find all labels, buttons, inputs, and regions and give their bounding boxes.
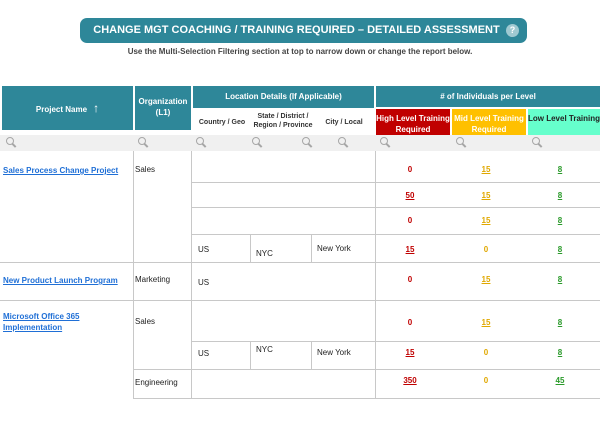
search-icon[interactable] bbox=[252, 137, 262, 147]
column-header-low-level[interactable]: Low Level Training Required bbox=[528, 109, 600, 139]
row-divider bbox=[191, 234, 600, 235]
country-cell: US bbox=[198, 278, 210, 287]
high-count: 0 bbox=[407, 318, 413, 327]
high-count: 0 bbox=[407, 216, 413, 225]
mid-count[interactable]: 15 bbox=[481, 216, 491, 225]
high-count[interactable]: 50 bbox=[405, 191, 415, 200]
row-divider bbox=[133, 398, 600, 399]
row-divider bbox=[191, 207, 600, 208]
low-count[interactable]: 45 bbox=[555, 376, 565, 385]
divider bbox=[311, 234, 312, 262]
country-cell: US bbox=[198, 245, 210, 254]
divider bbox=[375, 151, 376, 398]
mid-count[interactable]: 15 bbox=[481, 318, 491, 327]
organization-cell: Engineering bbox=[135, 378, 178, 387]
project-link[interactable]: Sales Process Change Project bbox=[3, 166, 119, 175]
low-count[interactable]: 8 bbox=[557, 216, 563, 225]
column-header-state[interactable]: State / District / Region / Province bbox=[253, 113, 313, 129]
divider bbox=[250, 234, 251, 262]
divider bbox=[191, 151, 192, 398]
low-count[interactable]: 8 bbox=[557, 318, 563, 327]
high-count: 0 bbox=[407, 275, 413, 284]
column-header-individuals: # of Individuals per Level bbox=[376, 86, 600, 107]
report-subtitle: Use the Multi-Selection Filtering sectio… bbox=[127, 47, 473, 56]
project-link[interactable]: New Product Launch Program bbox=[3, 276, 118, 285]
state-cell: NYC bbox=[256, 249, 273, 258]
help-icon[interactable]: ? bbox=[506, 24, 519, 37]
mid-count[interactable]: 15 bbox=[481, 165, 491, 174]
city-cell: New York bbox=[317, 244, 351, 253]
row-divider bbox=[191, 341, 600, 342]
organization-cell: Sales bbox=[135, 317, 156, 326]
mid-count: 0 bbox=[483, 245, 489, 254]
search-icon[interactable] bbox=[456, 137, 466, 147]
sort-ascending-icon[interactable]: ↑ bbox=[93, 101, 100, 115]
high-count: 0 bbox=[407, 165, 413, 174]
column-header-organization[interactable]: Organization (L1) bbox=[135, 86, 191, 130]
mid-count: 0 bbox=[483, 348, 489, 357]
country-cell: US bbox=[198, 349, 210, 358]
column-header-location-details: Location Details (If Applicable) bbox=[193, 86, 374, 108]
project-link[interactable]: Microsoft Office 365 Implementation bbox=[3, 312, 80, 332]
high-count[interactable]: 15 bbox=[405, 348, 415, 357]
mid-count: 0 bbox=[483, 376, 489, 385]
high-count[interactable]: 350 bbox=[403, 376, 417, 385]
divider bbox=[133, 151, 134, 398]
mid-count[interactable]: 15 bbox=[481, 191, 491, 200]
report-title-bar: CHANGE MGT COACHING / TRAINING REQUIRED … bbox=[80, 18, 527, 61]
low-count[interactable]: 8 bbox=[557, 348, 563, 357]
search-icon[interactable] bbox=[532, 137, 542, 147]
search-icon[interactable] bbox=[380, 137, 390, 147]
column-header-mid-level[interactable]: Mid Level Training Required bbox=[452, 109, 526, 139]
low-count[interactable]: 8 bbox=[557, 191, 563, 200]
search-icon[interactable] bbox=[138, 137, 148, 147]
row-divider bbox=[0, 262, 600, 263]
search-icon[interactable] bbox=[302, 137, 312, 147]
column-header-high-level[interactable]: High Level Training Required bbox=[376, 109, 450, 139]
row-divider bbox=[191, 182, 600, 183]
low-count[interactable]: 8 bbox=[557, 245, 563, 254]
column-header-country[interactable]: Country / Geo bbox=[198, 119, 246, 126]
state-cell: NYC bbox=[256, 345, 273, 354]
organization-cell: Sales bbox=[135, 165, 156, 174]
row-divider bbox=[0, 300, 600, 301]
low-count[interactable]: 8 bbox=[557, 165, 563, 174]
city-cell: New York bbox=[317, 348, 351, 357]
divider bbox=[311, 341, 312, 369]
column-header-city[interactable]: City / Local bbox=[325, 119, 363, 126]
search-icon[interactable] bbox=[6, 137, 16, 147]
divider bbox=[250, 341, 251, 369]
mid-count[interactable]: 15 bbox=[481, 275, 491, 284]
row-divider bbox=[133, 369, 600, 370]
column-header-project-name[interactable]: Project Name ↑ bbox=[2, 86, 133, 130]
report-title: CHANGE MGT COACHING / TRAINING REQUIRED … bbox=[93, 24, 500, 61]
search-icon[interactable] bbox=[196, 137, 206, 147]
project-name-label: Project Name bbox=[35, 105, 88, 114]
high-count[interactable]: 15 bbox=[405, 245, 415, 254]
low-count[interactable]: 8 bbox=[557, 275, 563, 284]
search-icon[interactable] bbox=[338, 137, 348, 147]
organization-cell: Marketing bbox=[135, 275, 171, 284]
filter-row bbox=[0, 135, 600, 151]
